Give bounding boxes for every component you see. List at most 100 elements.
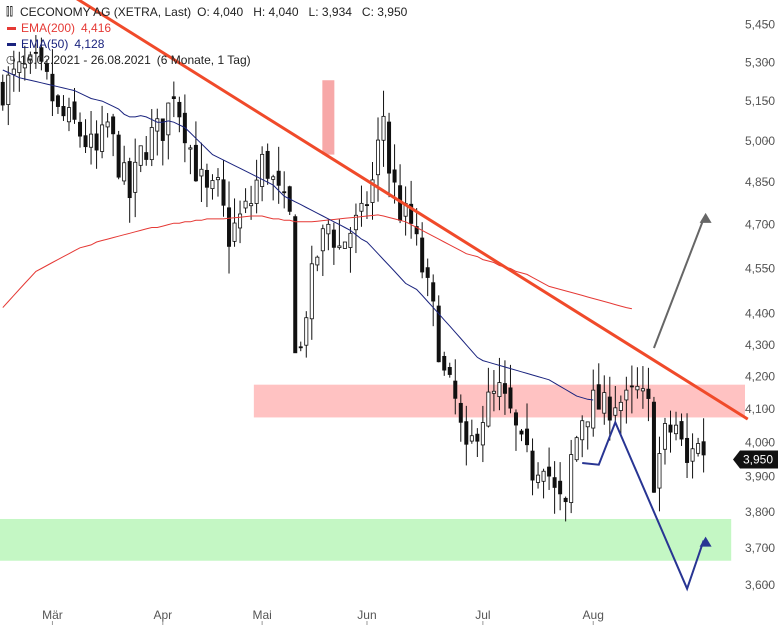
candle-up xyxy=(66,107,71,123)
candle-up xyxy=(618,401,623,411)
candle-down xyxy=(668,424,673,433)
candle-up xyxy=(541,470,546,482)
candle-up xyxy=(580,420,585,441)
candle-up xyxy=(591,389,596,429)
candle-down xyxy=(94,133,99,151)
candle-down xyxy=(282,191,287,194)
candle-up xyxy=(326,223,331,235)
candle-down xyxy=(646,388,651,399)
candle-up xyxy=(210,180,215,190)
candle-down xyxy=(72,101,77,120)
candle-down xyxy=(651,401,656,493)
legend-period-row: ◷ 16.02.2021 - 26.08.2021 (6 Monate, 1 T… xyxy=(6,52,407,68)
chart-zones xyxy=(0,80,745,561)
candle-down xyxy=(78,121,83,137)
candle-up xyxy=(640,388,645,392)
candle-down xyxy=(552,477,557,488)
legend-interval: (6 Monate, 1 Tag) xyxy=(156,53,251,67)
candle-down xyxy=(44,63,49,72)
candle-down xyxy=(171,96,176,99)
x-tick-label: Mär xyxy=(42,608,63,622)
candle-down xyxy=(502,383,507,394)
candle-up xyxy=(320,228,325,252)
candle-up xyxy=(260,153,265,187)
candle-down xyxy=(475,433,480,442)
candle-down xyxy=(447,367,452,375)
y-tick-label: 3,600 xyxy=(745,578,775,592)
candle-down xyxy=(414,226,419,235)
ema200-swatch xyxy=(7,26,16,30)
candle-down xyxy=(61,106,66,117)
candle-up xyxy=(381,115,386,141)
projection-up-arrowhead xyxy=(699,212,712,223)
candle-down xyxy=(558,480,563,495)
candle-up xyxy=(243,200,248,209)
candle-down xyxy=(387,121,392,174)
y-axis: 5,450 5,300 5,150 5,000 4,850 4,700 4,550 4,400… xyxy=(745,18,775,592)
candle-up xyxy=(155,118,160,132)
candle-up xyxy=(574,437,579,461)
candle-down xyxy=(0,81,5,106)
candle-up xyxy=(370,179,375,203)
candle-down xyxy=(193,144,198,182)
candle-down xyxy=(409,203,414,224)
y-tick-label: 3,800 xyxy=(745,505,775,519)
candle-down xyxy=(55,95,60,107)
candle-up xyxy=(199,168,204,177)
x-tick-label: Jul xyxy=(475,608,490,622)
x-tick-label: Mai xyxy=(252,608,271,622)
candle-down xyxy=(265,150,270,179)
projection-down-arrowhead xyxy=(699,536,712,547)
candle-up xyxy=(100,124,105,152)
candle-down xyxy=(177,101,182,118)
candle-down xyxy=(83,135,88,148)
candle-down xyxy=(530,450,535,481)
legend-ema200-label: EMA(200) xyxy=(21,21,76,35)
legend-ema50-row: EMA(50) 4,128 xyxy=(6,36,407,52)
candles-group xyxy=(0,35,706,522)
candle-down xyxy=(111,116,116,135)
y-tick-label: 4,850 xyxy=(745,175,775,189)
candle-up xyxy=(122,162,127,182)
candle-down xyxy=(547,466,552,477)
candle-down xyxy=(144,152,149,160)
candle-up xyxy=(188,147,193,150)
candle-up xyxy=(232,222,237,242)
candle-up xyxy=(469,435,474,442)
candle-up xyxy=(536,474,541,483)
candle-down xyxy=(204,169,209,188)
x-tick-label: Jun xyxy=(357,608,376,622)
candle-up xyxy=(271,176,276,180)
ema50-swatch xyxy=(7,42,16,46)
y-tick-label: 5,300 xyxy=(745,55,775,69)
candlestick-icon: ⫿⫿ xyxy=(6,6,14,18)
candle-down xyxy=(679,421,684,440)
candle-up xyxy=(28,54,33,61)
candle-up xyxy=(585,421,590,428)
y-tick-label: 3,700 xyxy=(745,541,775,555)
chart-legend: ⫿⫿ CECONOMY AG (XETRA, Last) O: 4,040 H:… xyxy=(6,4,407,68)
legend-period: 16.02.2021 - 26.08.2021 xyxy=(20,53,151,67)
candle-down xyxy=(364,204,369,207)
candle-up xyxy=(480,422,485,446)
last-price-badge: 3,950 xyxy=(733,450,778,469)
candle-up xyxy=(149,127,154,161)
downtrend-line xyxy=(76,0,749,421)
candle-up xyxy=(696,443,701,454)
candle-down xyxy=(33,51,38,54)
candle-up xyxy=(238,213,243,229)
candle-down xyxy=(513,412,518,426)
candle-up xyxy=(304,317,309,346)
y-tick-label: 4,300 xyxy=(745,338,775,352)
y-tick-label: 5,450 xyxy=(745,18,775,32)
candle-up xyxy=(133,161,138,193)
y-tick-label: 4,000 xyxy=(745,436,775,450)
candle-up xyxy=(22,63,27,69)
legend-ema50-label: EMA(50) xyxy=(21,37,69,51)
candle-down xyxy=(464,421,469,445)
projection-up-line xyxy=(653,218,705,349)
candle-up xyxy=(359,202,364,212)
y-tick-label: 5,000 xyxy=(745,134,775,148)
candle-down xyxy=(276,170,281,186)
legend-ema50-value: 4,128 xyxy=(74,37,105,51)
